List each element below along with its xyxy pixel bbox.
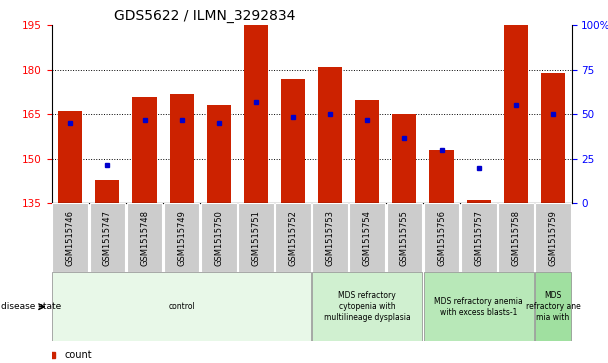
Bar bbox=[350, 203, 385, 272]
Bar bbox=[387, 203, 422, 272]
Bar bbox=[170, 94, 194, 203]
Text: GSM1515751: GSM1515751 bbox=[251, 210, 260, 266]
Bar bbox=[498, 203, 534, 272]
Bar bbox=[424, 272, 534, 341]
Bar bbox=[535, 272, 571, 341]
Bar bbox=[541, 73, 565, 203]
Bar bbox=[466, 200, 491, 203]
Text: GSM1515750: GSM1515750 bbox=[214, 210, 223, 266]
Bar bbox=[133, 97, 157, 203]
Text: GSM1515755: GSM1515755 bbox=[400, 210, 409, 266]
Bar bbox=[164, 203, 199, 272]
Bar bbox=[504, 25, 528, 203]
Bar bbox=[52, 272, 311, 341]
Text: count: count bbox=[64, 350, 92, 360]
Text: GSM1515749: GSM1515749 bbox=[177, 210, 186, 266]
Bar bbox=[89, 203, 125, 272]
Bar bbox=[313, 272, 422, 341]
Bar bbox=[313, 203, 348, 272]
Bar bbox=[281, 79, 305, 203]
Bar bbox=[424, 203, 460, 272]
Text: GSM1515753: GSM1515753 bbox=[326, 210, 334, 266]
Bar bbox=[52, 203, 88, 272]
Bar bbox=[275, 203, 311, 272]
Text: GSM1515746: GSM1515746 bbox=[66, 210, 75, 266]
Bar bbox=[201, 203, 237, 272]
Text: GSM1515758: GSM1515758 bbox=[511, 210, 520, 266]
Text: GSM1515756: GSM1515756 bbox=[437, 210, 446, 266]
Bar bbox=[392, 114, 416, 203]
Text: GSM1515759: GSM1515759 bbox=[548, 210, 558, 266]
Bar bbox=[244, 25, 268, 203]
Text: GDS5622 / ILMN_3292834: GDS5622 / ILMN_3292834 bbox=[114, 9, 295, 23]
Text: GSM1515757: GSM1515757 bbox=[474, 210, 483, 266]
Bar bbox=[355, 99, 379, 203]
Bar bbox=[318, 67, 342, 203]
Bar bbox=[429, 150, 454, 203]
Text: disease state: disease state bbox=[1, 302, 61, 311]
Bar bbox=[58, 111, 82, 203]
Bar bbox=[461, 203, 497, 272]
Bar bbox=[126, 203, 162, 272]
Text: GSM1515754: GSM1515754 bbox=[363, 210, 372, 266]
Text: control: control bbox=[168, 302, 195, 311]
Bar bbox=[535, 203, 571, 272]
Text: MDS
refractory ane
mia with: MDS refractory ane mia with bbox=[525, 291, 580, 322]
Text: MDS refractory anemia
with excess blasts-1: MDS refractory anemia with excess blasts… bbox=[434, 297, 523, 317]
Bar bbox=[207, 105, 231, 203]
Text: GSM1515747: GSM1515747 bbox=[103, 210, 112, 266]
Bar bbox=[95, 180, 119, 203]
Text: MDS refractory
cytopenia with
multilineage dysplasia: MDS refractory cytopenia with multilinea… bbox=[324, 291, 410, 322]
Text: GSM1515748: GSM1515748 bbox=[140, 210, 149, 266]
Bar bbox=[238, 203, 274, 272]
Text: GSM1515752: GSM1515752 bbox=[289, 210, 297, 266]
